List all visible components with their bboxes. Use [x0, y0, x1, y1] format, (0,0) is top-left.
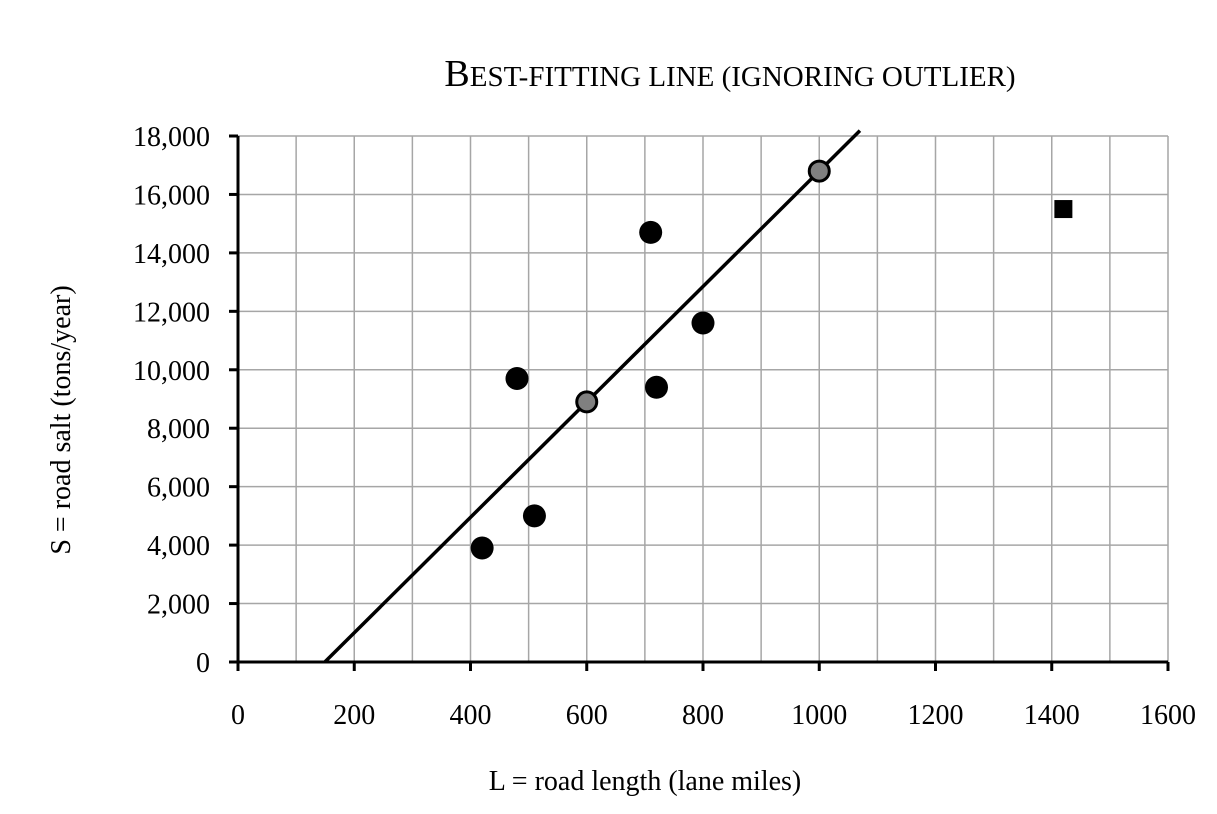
y-tick-label: 16,000	[133, 180, 210, 211]
y-tick-label: 2,000	[147, 590, 210, 621]
y-tick-label: 18,000	[133, 122, 210, 153]
x-axis-label: L = road length (lane miles)	[489, 766, 802, 797]
data-point	[639, 220, 663, 244]
y-axis-label: S = road salt (tons/year)	[46, 285, 77, 554]
y-tick-label: 6,000	[147, 473, 210, 504]
chart-title-lead: B	[444, 53, 469, 95]
y-tick-label: 10,000	[133, 356, 210, 387]
fit-reference-point	[575, 390, 599, 414]
x-tick-labels: 0 200 400 600 800 1000 1200 1400 1600	[231, 700, 1196, 731]
y-tick-label: 8,000	[147, 414, 210, 445]
x-tick-label: 1600	[1140, 700, 1196, 731]
y-tick-label: 14,000	[133, 239, 210, 270]
chart-title: BEST-FITTING LINE (IGNORING OUTLIER)	[444, 53, 1015, 95]
x-tick-label: 600	[566, 700, 608, 731]
y-tick-label: 12,000	[133, 297, 210, 328]
axes	[229, 134, 1170, 671]
fit-reference-point	[807, 159, 831, 183]
y-tick-labels: 0 2,000 4,000 6,000 8,000 10,000 12,000 14,000 1…	[133, 122, 210, 679]
data-point	[505, 367, 529, 391]
x-tick-label: 1000	[791, 700, 847, 731]
y-tick-label: 4,000	[147, 531, 210, 562]
x-tick-label: 800	[682, 700, 724, 731]
data-point	[691, 311, 715, 335]
x-tick-label: 400	[450, 700, 492, 731]
x-tick-label: 1200	[908, 700, 964, 731]
data-point	[522, 504, 546, 528]
x-tick-label: 1400	[1024, 700, 1080, 731]
grid	[238, 135, 1169, 662]
x-tick-label: 0	[231, 700, 245, 731]
outlier-square-point	[1054, 200, 1073, 219]
data-points	[470, 159, 1073, 560]
chart-title-rest: EST-FITTING LINE (IGNORING OUTLIER)	[470, 61, 1016, 93]
x-tick-label: 200	[333, 700, 375, 731]
data-point	[470, 536, 494, 560]
data-point	[645, 375, 668, 399]
y-tick-label: 0	[196, 648, 210, 679]
